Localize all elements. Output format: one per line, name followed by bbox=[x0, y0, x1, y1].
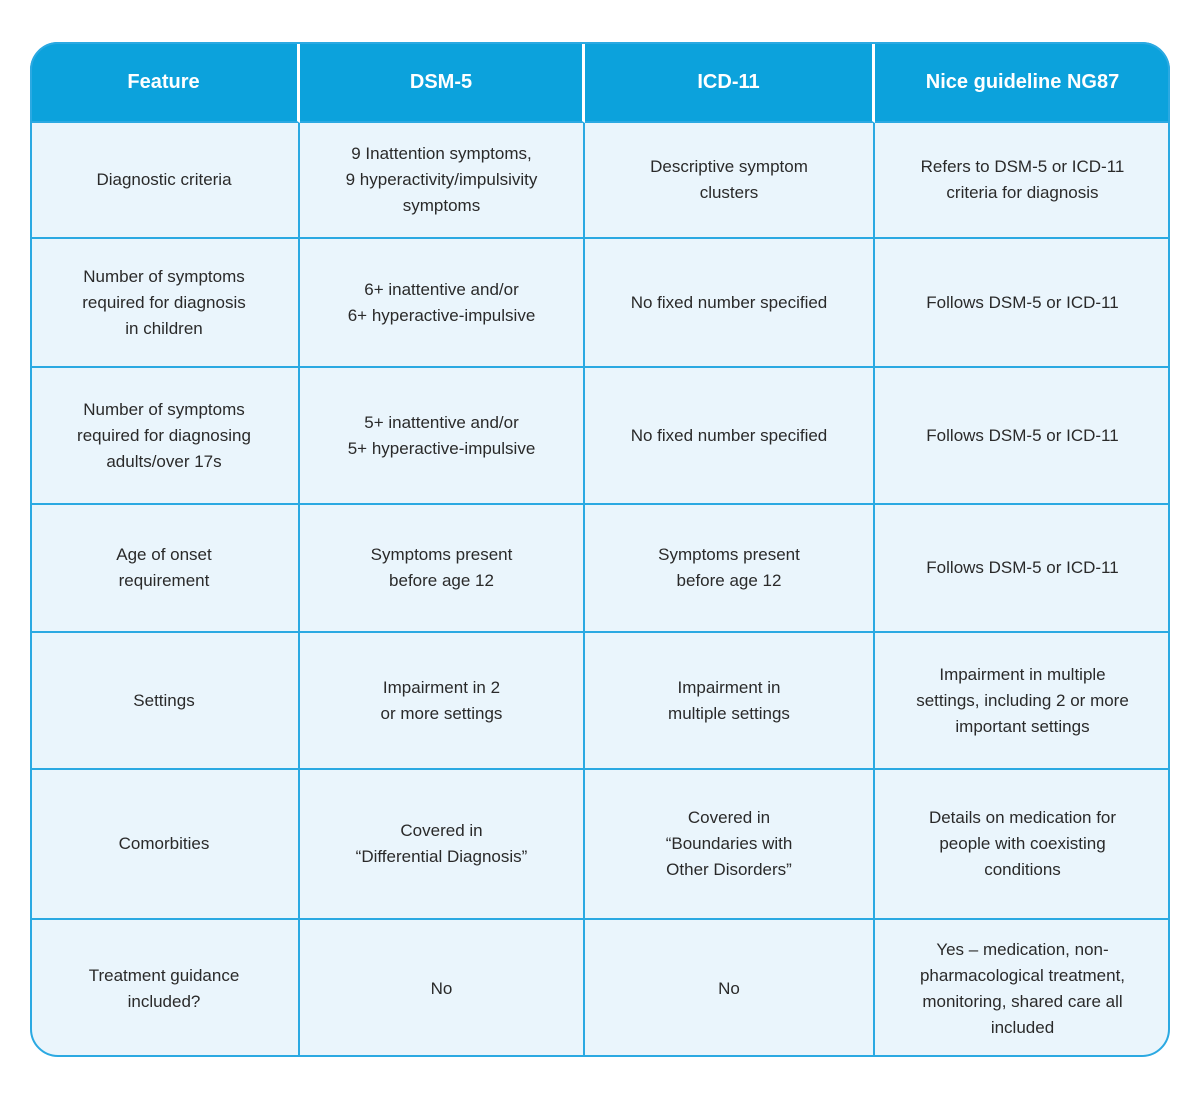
column-header-icd11: ICD-11 bbox=[585, 42, 875, 123]
value-cell-ng87: Follows DSM-5 or ICD-11 bbox=[875, 368, 1170, 505]
feature-cell: Number of symptoms required for diagnosi… bbox=[30, 368, 300, 505]
feature-cell: Age of onset requirement bbox=[30, 505, 300, 633]
value-cell-icd11: Descriptive symptom clusters bbox=[585, 123, 875, 239]
value-cell-dsm5: No bbox=[300, 920, 585, 1057]
value-cell-dsm5: 9 Inattention symptoms, 9 hyperactivity/… bbox=[300, 123, 585, 239]
column-header-dsm5: DSM-5 bbox=[300, 42, 585, 123]
value-cell-ng87: Refers to DSM-5 or ICD-11 criteria for d… bbox=[875, 123, 1170, 239]
value-cell-ng87: Details on medication for people with co… bbox=[875, 770, 1170, 920]
feature-cell: Comorbities bbox=[30, 770, 300, 920]
value-cell-dsm5: Symptoms present before age 12 bbox=[300, 505, 585, 633]
comparison-table-container: Feature DSM-5 ICD-11 Nice guideline NG87… bbox=[30, 42, 1170, 1057]
value-cell-dsm5: Covered in “Differential Diagnosis” bbox=[300, 770, 585, 920]
feature-cell: Settings bbox=[30, 633, 300, 770]
value-cell-dsm5: 6+ inattentive and/or 6+ hyperactive-imp… bbox=[300, 239, 585, 368]
value-cell-dsm5: 5+ inattentive and/or 5+ hyperactive-imp… bbox=[300, 368, 585, 505]
value-cell-icd11: No bbox=[585, 920, 875, 1057]
value-cell-icd11: No fixed number specified bbox=[585, 239, 875, 368]
column-header-feature: Feature bbox=[30, 42, 300, 123]
value-cell-ng87: Impairment in multiple settings, includi… bbox=[875, 633, 1170, 770]
feature-cell: Diagnostic criteria bbox=[30, 123, 300, 239]
value-cell-ng87: Yes – medication, non- pharmacological t… bbox=[875, 920, 1170, 1057]
value-cell-dsm5: Impairment in 2 or more settings bbox=[300, 633, 585, 770]
feature-cell: Number of symptoms required for diagnosi… bbox=[30, 239, 300, 368]
value-cell-ng87: Follows DSM-5 or ICD-11 bbox=[875, 505, 1170, 633]
column-header-ng87: Nice guideline NG87 bbox=[875, 42, 1170, 123]
value-cell-ng87: Follows DSM-5 or ICD-11 bbox=[875, 239, 1170, 368]
value-cell-icd11: Covered in “Boundaries with Other Disord… bbox=[585, 770, 875, 920]
value-cell-icd11: Symptoms present before age 12 bbox=[585, 505, 875, 633]
feature-cell: Treatment guidance included? bbox=[30, 920, 300, 1057]
value-cell-icd11: Impairment in multiple settings bbox=[585, 633, 875, 770]
comparison-table: Feature DSM-5 ICD-11 Nice guideline NG87… bbox=[30, 42, 1170, 1057]
value-cell-icd11: No fixed number specified bbox=[585, 368, 875, 505]
